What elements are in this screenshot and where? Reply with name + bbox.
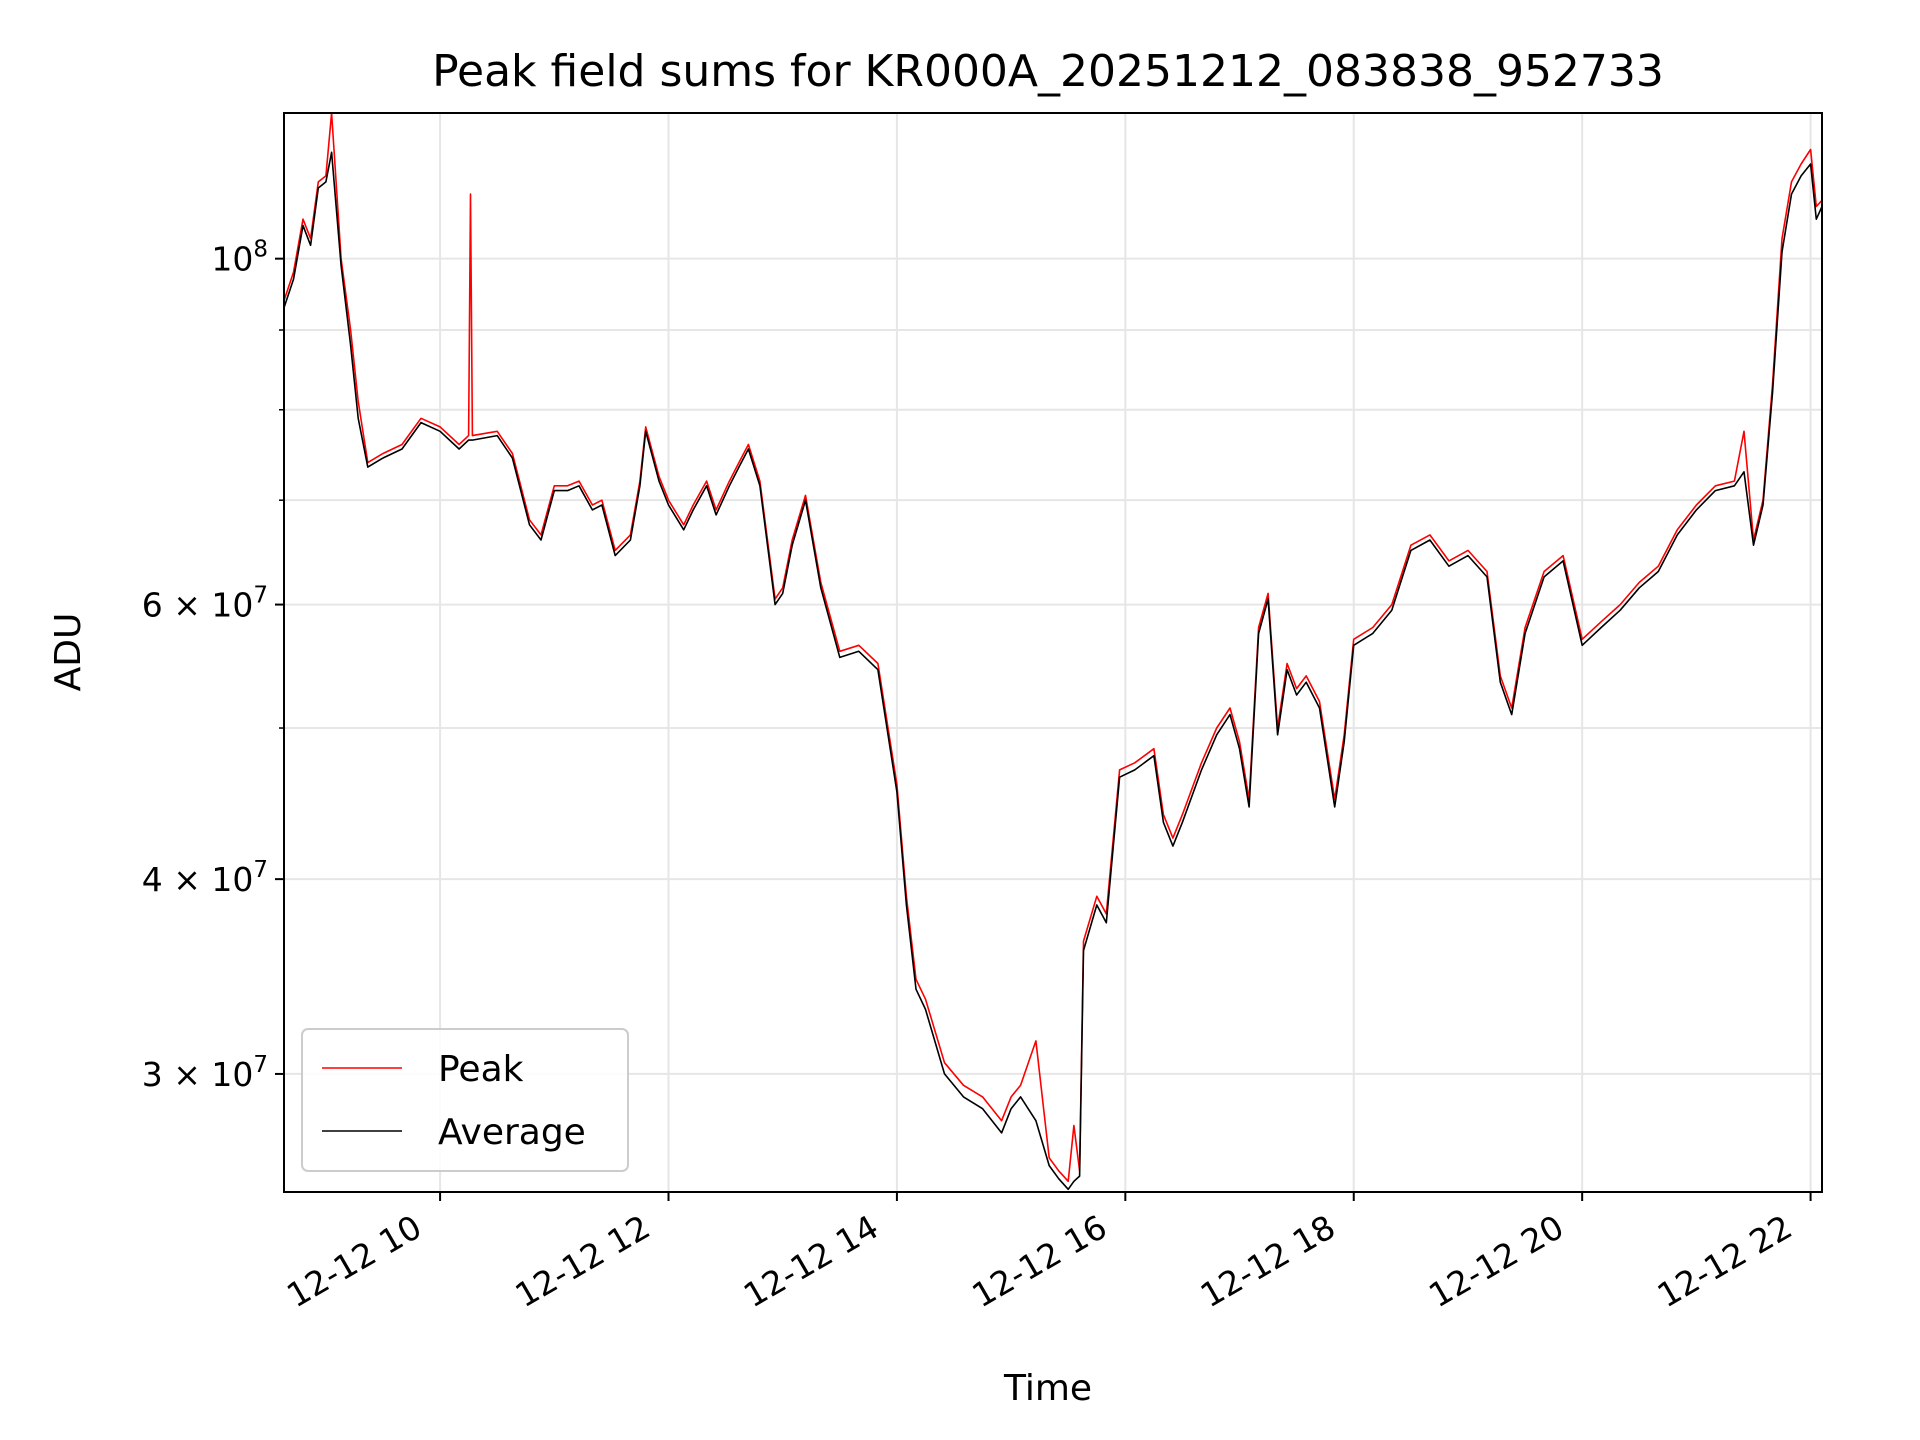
peak-series-line <box>283 112 1823 1183</box>
chart-title: Peak field sums for KR000A_20251212_0838… <box>432 46 1664 97</box>
average-series-line <box>283 151 1823 1191</box>
series-lines <box>283 112 1823 1191</box>
legend: Peak Average <box>301 1028 629 1172</box>
legend-box <box>301 1028 629 1172</box>
y-tick-label: 3 × 107 <box>142 1052 268 1094</box>
x-axis-label: Time <box>1003 1368 1092 1409</box>
legend-average-label: Average <box>438 1112 586 1153</box>
y-tick-label: 108 <box>211 237 268 279</box>
plot-area-frame <box>283 112 1823 1193</box>
y-tick-label: 6 × 107 <box>142 583 268 625</box>
y-tick-label: 4 × 107 <box>142 857 268 899</box>
legend-peak-label: Peak <box>438 1049 524 1090</box>
y-axis-label: ADU <box>48 613 89 692</box>
